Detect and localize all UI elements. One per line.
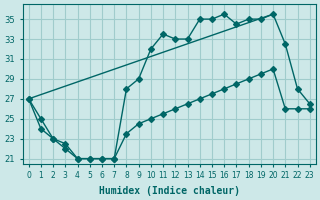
X-axis label: Humidex (Indice chaleur): Humidex (Indice chaleur) xyxy=(99,186,240,196)
